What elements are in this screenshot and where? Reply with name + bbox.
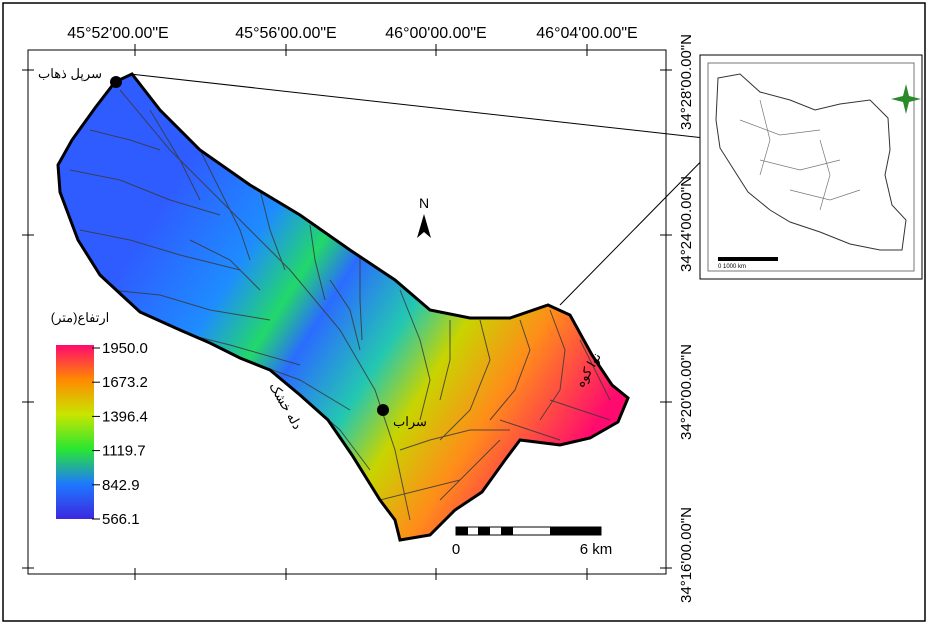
legend-value-4: 842.9 xyxy=(102,477,140,494)
legend-value-5: 566.1 xyxy=(102,511,140,528)
watershed-basin xyxy=(56,72,630,542)
drainage-network xyxy=(69,89,611,521)
grid-ticks xyxy=(22,44,672,580)
legend-ramp xyxy=(56,345,94,519)
compass-icon xyxy=(891,84,921,114)
legend-value-0: 1950.0 xyxy=(102,340,148,357)
elevation-legend: ارتفاع(متر) 1950.0 1673.2 1396.4 1119.7 842.… xyxy=(51,310,148,528)
legend-title: ارتفاع(متر) xyxy=(51,310,110,326)
iran-outline xyxy=(715,73,907,251)
leader-line-top xyxy=(129,73,723,141)
scale-start: 0 xyxy=(452,541,460,558)
sarab-point xyxy=(377,404,389,416)
legend-ticks: 1950.0 1673.2 1396.4 1119.7 842.9 566.1 xyxy=(92,340,148,528)
top-label-4: 46°04'00.00"E xyxy=(536,25,637,42)
right-label-4: 34°16'00.00"N xyxy=(678,507,695,603)
scale-end: 6 km xyxy=(580,541,613,558)
inset-scale-label: 0 1000 km xyxy=(718,264,746,270)
sarpol-label: سرپل ذهاب xyxy=(38,66,102,82)
legend-value-1: 1673.2 xyxy=(102,374,148,391)
neatline xyxy=(27,49,667,575)
north-arrow: N xyxy=(417,195,431,238)
leader-line-bottom xyxy=(559,139,723,306)
north-arrow-icon xyxy=(417,214,431,238)
right-label-1: 34°28'00.00"N xyxy=(678,34,695,130)
top-label-2: 45°56'00.00"E xyxy=(235,25,336,42)
top-label-3: 46°00'00.00"E xyxy=(385,25,486,42)
sarpol-point xyxy=(110,76,122,88)
right-label-2: 34°24'00.00"N xyxy=(678,176,695,272)
scale-bar: 0 6 km xyxy=(452,526,613,558)
sarab-label: سراب xyxy=(393,414,427,430)
legend-value-3: 1119.7 xyxy=(102,443,146,460)
north-arrow-label: N xyxy=(419,195,429,211)
top-label-1: 45°52'00.00"E xyxy=(67,25,168,42)
legend-value-2: 1396.4 xyxy=(102,408,148,425)
inset-map: 0 1000 km xyxy=(699,54,923,280)
right-label-3: 34°20'00.00"N xyxy=(678,344,695,440)
